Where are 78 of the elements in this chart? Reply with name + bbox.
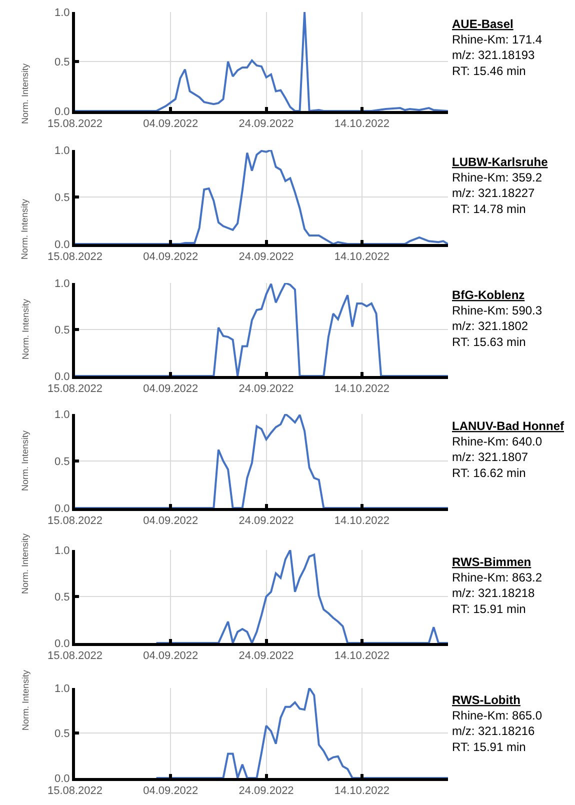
text: Rhine-Km: 640.0 [452, 434, 542, 449]
y-tick-label: 0.5 [54, 192, 70, 204]
x-tick-label: 14.10.2022 [334, 515, 390, 528]
text: m/z: 321.1807 [452, 450, 528, 464]
y-axis-title: Norm. Intensity [20, 532, 30, 594]
x-tick-label: 04.09.2022 [143, 785, 198, 798]
x-tick-label: 24.09.2022 [238, 118, 294, 130]
text: LUBW-Karlsruhe [452, 155, 548, 169]
y-tick-label: 1.0 [54, 544, 70, 557]
line-series [75, 150, 448, 244]
line-series [75, 12, 448, 111]
text: LANUV-Bad Honnef [452, 419, 565, 433]
x-tick-label: 15.08.2022 [47, 383, 103, 396]
y-tick-label: 0.5 [54, 456, 70, 468]
x-tick-label: 14.10.2022 [334, 251, 390, 264]
y-tick-label: 0.5 [54, 591, 70, 604]
x-tick-label: 14.10.2022 [334, 383, 390, 396]
text: BfG-Koblenz [452, 288, 525, 302]
text: RT: 15.91 min [452, 740, 526, 754]
text: Rhine-Km: 865.0 [452, 708, 542, 723]
text: m/z: 321.18227 [452, 186, 536, 200]
x-tick-label: 14.10.2022 [334, 650, 390, 662]
y-tick-label: 0.0 [54, 638, 70, 650]
x-tick-label: 24.09.2022 [238, 383, 294, 396]
y-axis-title: Norm. Intensity [20, 62, 30, 124]
y-axis-title: Norm. Intensity [20, 198, 30, 260]
x-tick-label: 04.09.2022 [143, 383, 198, 396]
x-tick-label: 14.10.2022 [334, 118, 390, 130]
y-axis-title: Norm. Intensity [20, 430, 30, 491]
y-tick-label: 0.0 [54, 502, 70, 515]
y-tick-label: 0.0 [54, 370, 70, 383]
text: Rhine-Km: 359.2 [452, 170, 542, 185]
x-tick-label: 24.09.2022 [238, 515, 294, 528]
line-series [75, 414, 448, 508]
y-tick-label: 1.0 [54, 408, 70, 421]
text: Rhine-Km: 171.4 [452, 32, 542, 47]
y-tick-label: 0.5 [54, 728, 70, 740]
line-series [75, 283, 448, 376]
text: Rhine-Km: 590.3 [452, 304, 542, 318]
y-tick-label: 1.0 [54, 682, 70, 695]
x-tick-label: 15.08.2022 [47, 251, 103, 264]
y-tick-label: 1.0 [54, 144, 70, 157]
x-tick-label: 15.08.2022 [47, 118, 103, 130]
text: m/z: 321.18218 [452, 586, 536, 600]
x-tick-label: 04.09.2022 [143, 515, 198, 528]
text: m/z: 321.18193 [452, 48, 536, 62]
text: RWS-Lobith [452, 693, 520, 707]
y-tick-label: 0.0 [54, 238, 70, 251]
y-axis-title: Norm. Intensity [20, 669, 30, 730]
x-tick-label: 24.09.2022 [238, 251, 294, 264]
text: RT: 14.78 min [452, 202, 526, 216]
line-series [155, 688, 448, 778]
x-tick-label: 24.09.2022 [238, 785, 294, 798]
text: RT: 16.62 min [452, 466, 526, 480]
y-axis-title: Norm. Intensity [20, 298, 30, 360]
x-tick-label: 04.09.2022 [143, 118, 198, 130]
x-tick-label: 14.10.2022 [334, 785, 390, 798]
y-tick-label: 1.0 [54, 278, 70, 290]
y-tick-label: 1.0 [54, 6, 70, 19]
x-tick-label: 04.09.2022 [143, 251, 198, 264]
text: Rhine-Km: 863.2 [452, 570, 542, 585]
x-tick-label: 15.08.2022 [47, 515, 103, 528]
text: m/z: 321.18216 [452, 724, 536, 738]
text: RT: 15.63 min [452, 334, 526, 349]
line-series [155, 550, 448, 643]
text: m/z: 321.1802 [452, 319, 528, 334]
y-tick-label: 0.5 [54, 56, 70, 68]
x-tick-label: 15.08.2022 [47, 650, 103, 662]
text: RT: 15.46 min [452, 64, 526, 78]
x-tick-label: 15.08.2022 [47, 785, 103, 798]
text: RWS-Bimmen [452, 555, 532, 569]
y-tick-label: 0.0 [54, 772, 70, 785]
y-tick-label: 0.5 [54, 324, 70, 336]
text: RT: 15.91 min [452, 602, 526, 616]
y-tick-label: 0.0 [54, 106, 70, 118]
x-tick-label: 24.09.2022 [238, 650, 294, 662]
text: AUE-Basel [452, 17, 514, 31]
x-tick-label: 04.09.2022 [143, 650, 198, 662]
